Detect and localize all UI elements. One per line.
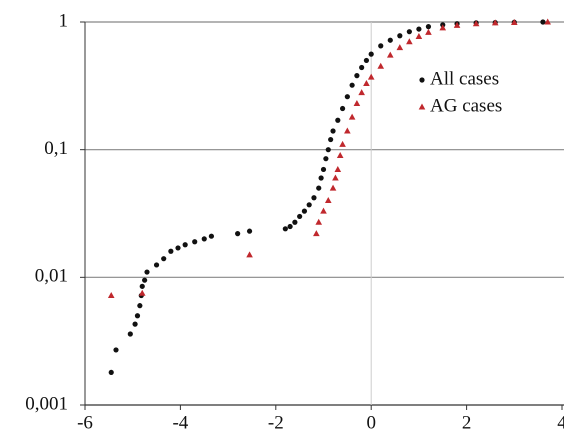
- point: [344, 127, 351, 134]
- point: [353, 99, 361, 106]
- point: [330, 128, 336, 134]
- point: [415, 32, 423, 39]
- point: [544, 18, 551, 25]
- point: [339, 105, 346, 112]
- point: [368, 51, 374, 57]
- point: [297, 213, 303, 220]
- point: [387, 37, 393, 43]
- x-tick-label: 4: [557, 412, 564, 433]
- x-tick-label: 0: [366, 412, 376, 433]
- point: [396, 44, 404, 51]
- point: [324, 196, 332, 203]
- point: [107, 292, 115, 299]
- point: [108, 369, 114, 376]
- point: [328, 136, 334, 143]
- point: [318, 175, 324, 181]
- point: [192, 239, 198, 245]
- point: [363, 57, 370, 64]
- point: [153, 262, 160, 268]
- point: [358, 89, 365, 96]
- point: [367, 73, 375, 80]
- point: [336, 152, 344, 159]
- point: [292, 219, 298, 225]
- legend-label: All cases: [430, 68, 499, 89]
- point: [348, 113, 356, 120]
- point: [377, 62, 385, 69]
- legend-label: AG cases: [430, 95, 502, 116]
- point: [201, 236, 207, 242]
- point: [144, 269, 150, 275]
- x-tick-label: 2: [462, 412, 472, 433]
- point: [472, 20, 480, 27]
- point: [335, 117, 341, 123]
- point: [246, 228, 253, 234]
- x-tick-label: -4: [172, 412, 188, 433]
- point: [332, 174, 339, 181]
- legend-marker: [419, 77, 425, 83]
- point: [453, 21, 461, 28]
- point: [354, 73, 360, 79]
- point: [301, 208, 308, 214]
- point: [132, 321, 138, 327]
- point: [282, 226, 288, 232]
- point: [137, 303, 143, 309]
- point: [329, 184, 337, 191]
- point: [339, 140, 346, 147]
- point: [138, 289, 146, 296]
- point: [323, 156, 329, 162]
- point: [406, 29, 412, 35]
- point: [334, 165, 342, 172]
- point: [161, 256, 167, 262]
- point: [386, 51, 394, 58]
- point: [320, 166, 327, 173]
- point: [134, 313, 141, 319]
- x-tick-label: -2: [268, 412, 284, 433]
- point: [208, 233, 215, 239]
- point: [311, 195, 317, 201]
- point: [416, 26, 422, 32]
- point: [182, 242, 188, 248]
- point: [316, 185, 322, 191]
- y-tick-label: 0,01: [35, 266, 68, 287]
- y-tick-label: 0,1: [44, 138, 68, 159]
- point: [540, 19, 546, 25]
- point: [378, 43, 384, 49]
- point: [246, 251, 253, 258]
- point: [439, 24, 447, 31]
- point: [306, 202, 312, 208]
- point: [359, 64, 365, 71]
- x-tick-label: -6: [77, 412, 93, 433]
- point: [315, 218, 323, 225]
- point: [511, 19, 518, 26]
- point: [235, 231, 241, 237]
- point: [175, 245, 181, 251]
- point: [397, 33, 403, 39]
- point: [406, 38, 413, 45]
- point: [325, 147, 331, 153]
- point: [287, 223, 293, 230]
- point: [491, 19, 499, 26]
- point: [168, 248, 174, 254]
- point: [344, 94, 350, 100]
- y-tick-label: 1: [59, 10, 69, 31]
- point: [313, 230, 320, 237]
- point: [425, 24, 432, 30]
- point: [127, 331, 133, 337]
- point: [139, 283, 145, 289]
- point: [142, 277, 148, 283]
- point: [113, 347, 119, 353]
- point: [349, 82, 355, 88]
- point: [363, 79, 370, 86]
- point: [425, 28, 432, 35]
- legend-marker: [418, 103, 426, 110]
- y-tick-label: 0,001: [25, 393, 68, 414]
- point: [320, 207, 327, 214]
